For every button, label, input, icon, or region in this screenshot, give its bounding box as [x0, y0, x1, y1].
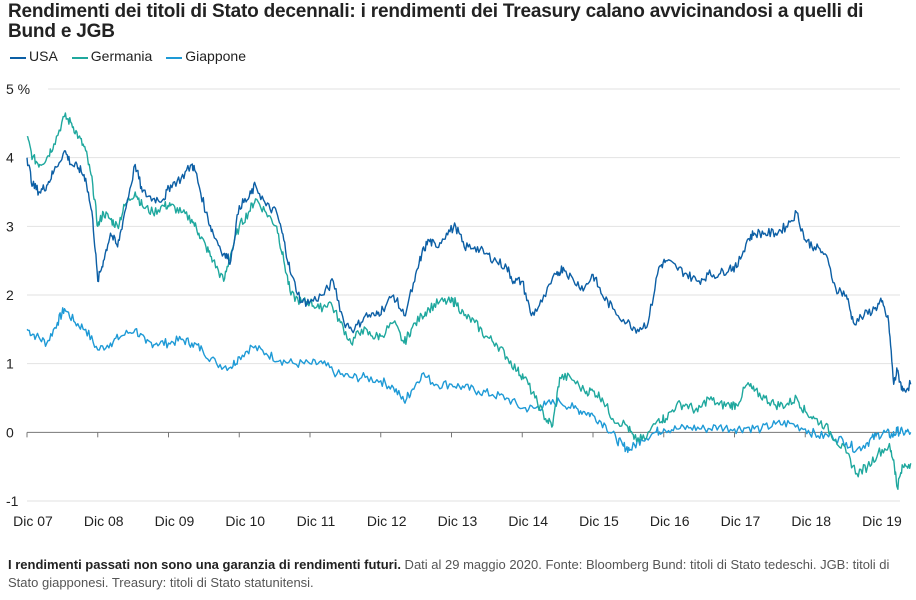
y-tick-label: 2 [6, 287, 14, 303]
x-tick-label: Dic 07 [13, 513, 53, 529]
series-line-usa [26, 150, 912, 393]
legend-label-giappone: Giappone [185, 48, 246, 64]
legend-item-usa: USA [10, 48, 58, 64]
footnote: I rendimenti passati non sono una garanz… [8, 556, 908, 592]
x-tick-label: Dic 09 [155, 513, 195, 529]
legend-swatch-germania [71, 57, 88, 59]
legend-item-giappone: Giappone [166, 48, 246, 64]
x-tick-label: Dic 11 [297, 513, 336, 529]
x-tick-label: Dic 16 [650, 513, 690, 529]
legend-label-usa: USA [29, 48, 58, 64]
legend-swatch-usa [10, 57, 26, 59]
series-line-giappone [26, 307, 912, 454]
footnote-source: Dati al 29 maggio 2020. Fonte: Bloomberg… [8, 557, 890, 590]
y-tick-label: 0 [6, 424, 14, 440]
y-tick-label: 3 [6, 218, 14, 234]
x-tick-label: Dic 13 [438, 513, 478, 529]
x-tick-label: Dic 14 [508, 513, 548, 529]
x-tick-label: Dic 12 [367, 513, 407, 529]
y-axis-ticks: 5 % 4 3 2 1 0 -1 [6, 81, 30, 509]
x-tick-label: Dic 15 [579, 513, 619, 529]
series-line-germania [26, 112, 912, 490]
footnote-disclaimer: I rendimenti passati non sono una garanz… [8, 557, 401, 572]
y-tick-label: 5 % [6, 81, 30, 97]
x-tick-label: Dic 18 [791, 513, 831, 529]
series-lines [26, 112, 912, 490]
legend-item-germania: Germania [71, 48, 153, 64]
legend: USA Germania Giappone [10, 48, 246, 64]
x-tick-label: Dic 19 [862, 513, 902, 529]
y-tick-label: 4 [6, 150, 14, 166]
x-tick-label: Dic 17 [721, 513, 761, 529]
x-axis: Dic 07 Dic 08 Dic 09 Dic 10 Dic 11 Dic 12 Dic … [13, 431, 902, 529]
gridlines [27, 88, 900, 502]
legend-label-germania: Germania [90, 48, 153, 64]
x-tick-label: Dic 10 [225, 513, 265, 529]
chart-title: Rendimenti dei titoli di Stato decennali… [8, 1, 864, 42]
y-tick-label: 1 [6, 356, 14, 372]
y-tick-label: -1 [6, 493, 19, 509]
legend-swatch-giappone [166, 57, 183, 59]
x-tick-label: Dic 08 [84, 513, 124, 529]
